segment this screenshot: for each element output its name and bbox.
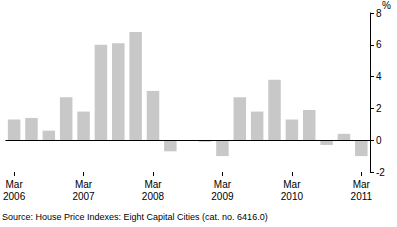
svg-text:Mar: Mar	[5, 179, 23, 190]
svg-text:Mar: Mar	[353, 179, 371, 190]
svg-text:Mar: Mar	[144, 179, 162, 190]
svg-text:2010: 2010	[281, 191, 304, 202]
svg-text:2: 2	[376, 103, 382, 114]
svg-text:4: 4	[376, 71, 382, 82]
svg-text:-2: -2	[376, 167, 385, 178]
svg-text:Mar: Mar	[283, 179, 301, 190]
svg-text:2008: 2008	[142, 191, 165, 202]
svg-text:Mar: Mar	[75, 179, 93, 190]
svg-text:Mar: Mar	[214, 179, 232, 190]
svg-text:2007: 2007	[72, 191, 95, 202]
svg-text:2009: 2009	[211, 191, 234, 202]
svg-text:%: %	[382, 0, 391, 11]
svg-text:0: 0	[376, 135, 382, 146]
svg-text:Source: House Price Indexes: E: Source: House Price Indexes: Eight Capit…	[2, 212, 268, 222]
svg-text:2006: 2006	[3, 191, 26, 202]
svg-text:2011: 2011	[351, 191, 373, 202]
svg-text:8: 8	[376, 8, 382, 19]
svg-text:6: 6	[376, 39, 382, 50]
